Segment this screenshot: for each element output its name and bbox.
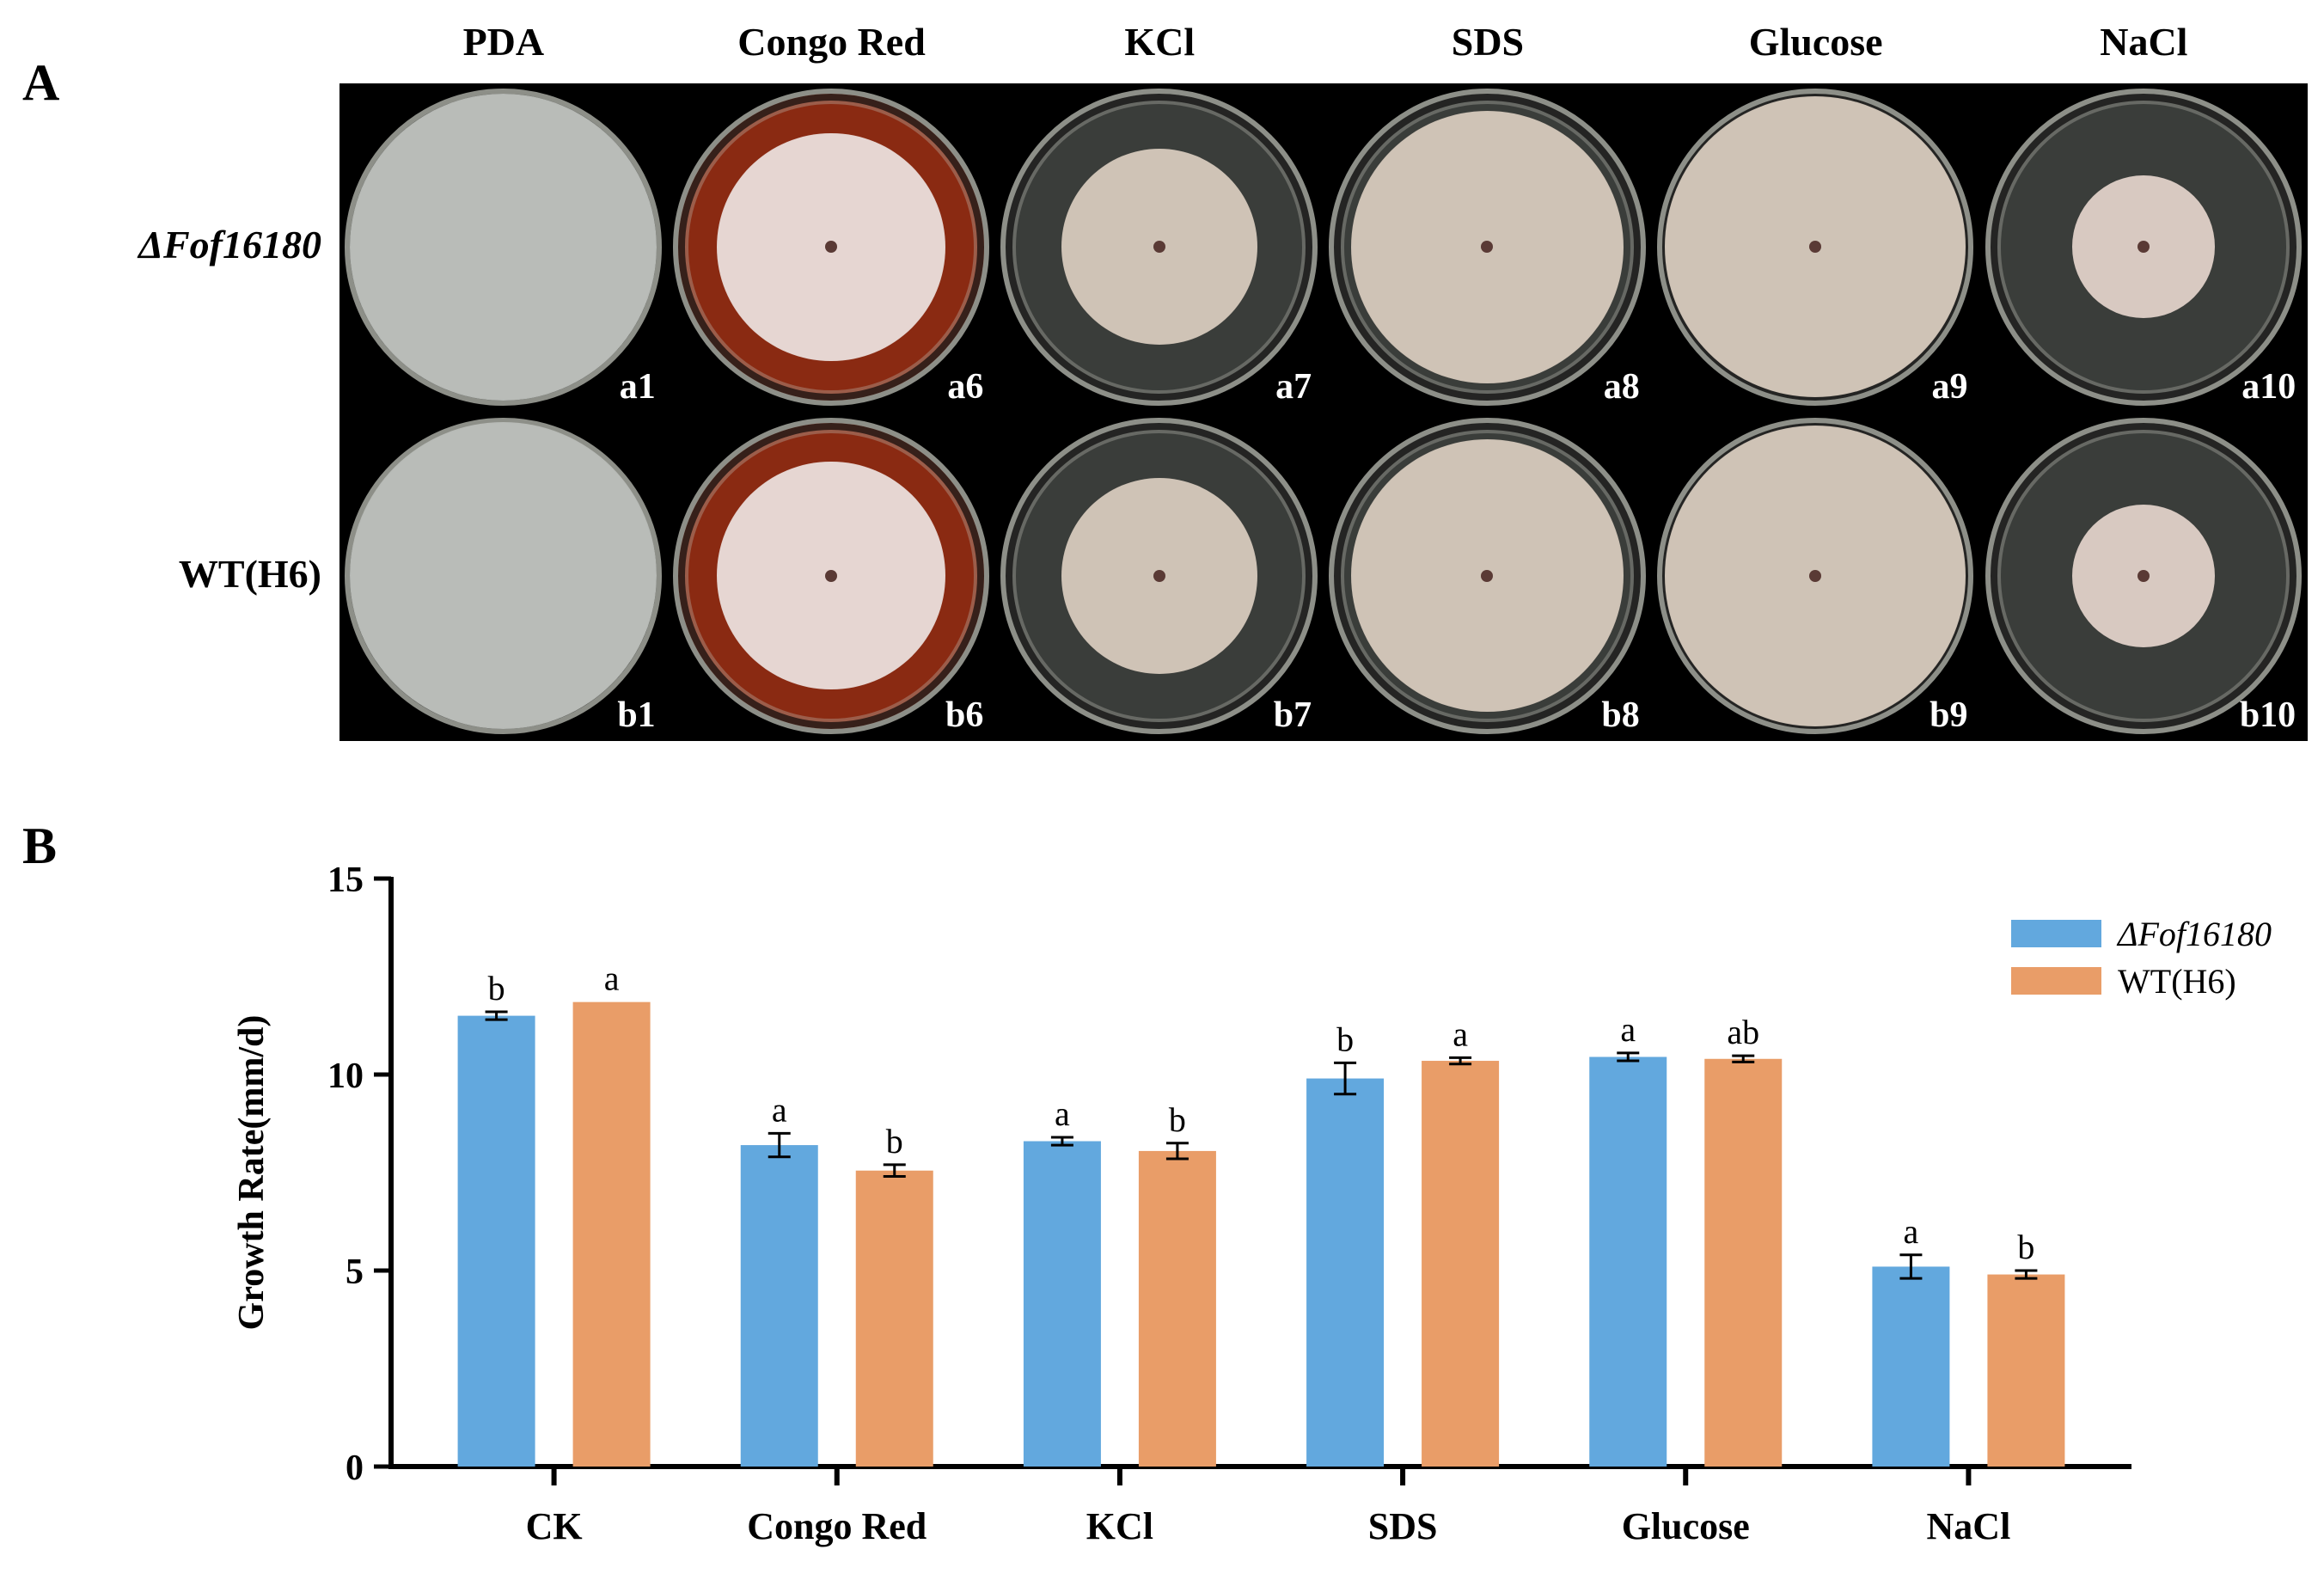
plate-tag: b9 xyxy=(1930,695,1968,735)
plate-tag: b1 xyxy=(617,695,656,735)
column-label-3: SDS xyxy=(1451,20,1525,64)
bar-wildtype xyxy=(855,1170,933,1467)
x-tick-label: CK xyxy=(526,1505,583,1547)
significance-label: b xyxy=(1336,1020,1354,1058)
significance-label: b xyxy=(1169,1100,1186,1139)
x-tick-label: NaCl xyxy=(1927,1505,2011,1547)
legend-swatch xyxy=(2011,920,2101,947)
significance-label: a xyxy=(1055,1094,1070,1133)
x-tick-label: SDS xyxy=(1368,1505,1438,1547)
plate-image: a6 xyxy=(668,84,994,411)
y-tick-label: 5 xyxy=(346,1252,364,1292)
bar-mutant xyxy=(457,1015,535,1467)
plate-image: b9 xyxy=(1652,413,1978,739)
plate-image: b1 xyxy=(340,413,666,739)
bar-wildtype xyxy=(1704,1058,1783,1467)
plate-image: a7 xyxy=(996,84,1323,411)
y-tick-label: 15 xyxy=(327,860,364,900)
plate-tag: a7 xyxy=(1275,366,1312,407)
x-tick-label: Congo Red xyxy=(747,1505,927,1547)
significance-label: a xyxy=(1620,1010,1636,1049)
plate-tag: a10 xyxy=(2241,366,2296,407)
plate-image: a9 xyxy=(1652,84,1978,411)
legend-label: WT(H6) xyxy=(2118,962,2236,1001)
bar-wildtype xyxy=(1422,1061,1500,1467)
x-tick-label: KCl xyxy=(1086,1505,1153,1547)
plate-image: a8 xyxy=(1324,84,1650,411)
legend-label: ΔFof16180 xyxy=(2116,915,2272,953)
plate-image: b8 xyxy=(1324,413,1650,739)
column-label-1: Congo Red xyxy=(737,20,926,64)
bar-mutant xyxy=(1306,1078,1385,1467)
y-axis-title: Growth Rate(mm/d) xyxy=(232,1015,272,1331)
significance-label: a xyxy=(1904,1212,1919,1251)
column-label-5: NaCl xyxy=(2100,20,2188,64)
panel-b-letter: B xyxy=(22,818,58,874)
row-label-wildtype: WT(H6) xyxy=(178,552,321,596)
y-tick-label: 0 xyxy=(346,1448,364,1488)
significance-label: a xyxy=(604,959,620,998)
bar-mutant xyxy=(1589,1056,1667,1467)
plate-tag: a6 xyxy=(947,366,984,407)
x-tick-label: Glucose xyxy=(1622,1505,1750,1547)
bar-mutant xyxy=(1023,1141,1101,1467)
plate-tag: b10 xyxy=(2239,695,2296,735)
plate-image: b7 xyxy=(996,413,1323,739)
plate-tag: a1 xyxy=(619,366,656,407)
bar-mutant xyxy=(1872,1266,1950,1467)
plate-tag: b8 xyxy=(1601,695,1640,735)
plate-tag: b7 xyxy=(1273,695,1312,735)
column-label-2: KCl xyxy=(1124,20,1196,64)
plate-tag: b6 xyxy=(945,695,984,735)
significance-label: ab xyxy=(1727,1013,1759,1051)
bar-mutant xyxy=(740,1145,818,1467)
plate-image-grid: a1 a6 a7 a8 a9 a10 b1 b6 b7 b8 b9 b10 xyxy=(339,83,2308,741)
significance-label: b xyxy=(488,969,505,1007)
column-label-4: Glucose xyxy=(1748,20,1883,64)
plate-image: b6 xyxy=(668,413,994,739)
significance-label: a xyxy=(772,1090,787,1129)
plate-image: b10 xyxy=(1980,413,2307,739)
significance-label: a xyxy=(1452,1014,1468,1053)
plate-image: a1 xyxy=(340,84,666,411)
bar-wildtype xyxy=(1138,1150,1216,1467)
panel-a-letter: A xyxy=(22,54,60,111)
legend-swatch xyxy=(2011,967,2101,995)
significance-label: b xyxy=(886,1122,903,1161)
plate-tag: a9 xyxy=(1931,366,1968,407)
column-label-0: PDA xyxy=(462,20,545,64)
plate-image: a10 xyxy=(1980,84,2307,411)
row-label-mutant: ΔFof16180 xyxy=(138,223,321,266)
bar-wildtype xyxy=(1987,1274,2065,1467)
significance-label: b xyxy=(2017,1228,2034,1266)
bar-wildtype xyxy=(572,1001,651,1467)
y-tick-label: 10 xyxy=(327,1056,364,1096)
plate-tag: a8 xyxy=(1603,366,1640,407)
